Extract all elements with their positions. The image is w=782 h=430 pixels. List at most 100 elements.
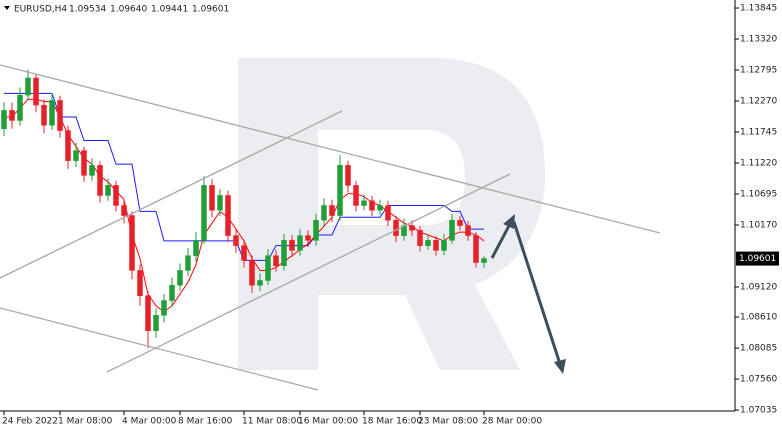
candle-body [41,104,47,126]
candle-body [337,165,343,216]
candle-body [425,240,431,246]
open-label: 1.09534 [69,5,106,15]
arrow [512,221,562,365]
y-tick-label: 1.07560 [740,375,777,385]
candle-body [345,165,351,186]
candle-body [177,270,183,286]
candle-body [209,185,215,211]
candle-body [329,205,335,216]
candle-body [385,205,391,221]
candle-body [169,284,175,301]
candle-body [273,255,279,266]
candle-body [465,225,471,236]
candle-body [57,100,63,131]
price-tag [736,251,779,266]
candle-body [97,165,103,196]
candle-body [369,200,375,211]
y-tick-label: 1.13320 [740,35,777,45]
candle-body [321,205,327,221]
trend-lines [0,64,661,391]
candle-body [145,295,151,331]
y-tick-label: 1.13845 [740,4,777,14]
candle-body [441,240,447,251]
high-label: 1.09640 [110,5,147,15]
candle-body [25,77,31,96]
candle-body [257,280,263,286]
symbol: EURUSD,H4 [14,5,67,15]
y-tick-label: 1.12270 [740,97,777,107]
candle-body [33,77,39,106]
y-tick-label: 1.08085 [740,344,777,354]
candle-body [113,185,119,206]
candle-body [249,260,255,286]
candle-body [161,300,167,316]
candle-body [361,200,367,206]
candle-body [1,110,7,130]
arrow-head [554,359,566,374]
candle-body [241,245,247,261]
y-tick-label: 1.10170 [740,220,777,230]
y-tick-label: 1.10695 [740,189,777,199]
x-tick-label: 24 Feb 2022 [2,417,58,427]
candle-body [481,258,487,263]
candle-body [289,240,295,251]
candle-body [201,185,207,241]
candle-body [353,185,359,206]
candle-body [313,220,319,241]
x-tick-label: 23 Mar 08:00 [418,417,478,427]
y-tick-label: 1.11745 [740,128,777,138]
candle-body [305,235,311,241]
candle-body [193,240,199,256]
candle-body [457,220,463,226]
candle-body [297,235,303,251]
candle-body [9,110,15,121]
candle-body [265,255,271,281]
candle-body [89,165,95,176]
x-tick-label: 11 Mar 08:00 [242,417,302,427]
x-tick-label: 8 Mar 16:00 [178,417,233,427]
x-tick-label: 1 Mar 08:00 [58,417,113,427]
candle-body [153,315,159,331]
trend-line [0,64,661,234]
candle-body [185,255,191,271]
y-tick-label: 1.09120 [740,282,777,292]
x-tick-label: 16 Mar 00:00 [298,417,358,427]
candle-body [233,235,239,246]
close-label: 1.09601 [192,5,229,15]
forecast-arrows [490,214,566,374]
trend-line [0,307,319,391]
candle-body [393,220,399,236]
x-tick-label: 4 Mar 00:00 [122,417,177,427]
candle-body [449,220,455,241]
candle-body [417,230,423,246]
candle-body [73,150,79,161]
x-tick-label: 18 Mar 16:00 [362,417,422,427]
menu-triangle [4,6,10,10]
y-tick-label: 1.11220 [740,158,777,168]
candle-body [129,215,135,271]
candle-body [49,100,55,126]
candle-body [225,195,231,236]
y-tick-label: 1.12795 [740,66,777,76]
arrow [490,221,513,259]
y-tick-label: 1.08610 [740,313,777,323]
candle-body [65,130,71,161]
y-tick-label: 1.07035 [740,406,777,416]
candle-body [377,205,383,211]
candle-body [137,270,143,297]
plot [1,69,487,349]
candle-body [473,235,479,263]
candle-body [17,94,23,121]
candle-body [281,240,287,266]
candle-body [433,240,439,251]
low-label: 1.09441 [151,5,188,15]
candle-body [409,225,415,231]
trend-line [0,110,343,279]
candle-body [81,150,87,176]
x-tick-label: 28 Mar 00:00 [482,417,542,427]
arrow-head [503,214,515,229]
watermark [238,58,545,370]
candle-body [217,195,223,211]
price-tag-label: 1.09601 [739,254,776,264]
